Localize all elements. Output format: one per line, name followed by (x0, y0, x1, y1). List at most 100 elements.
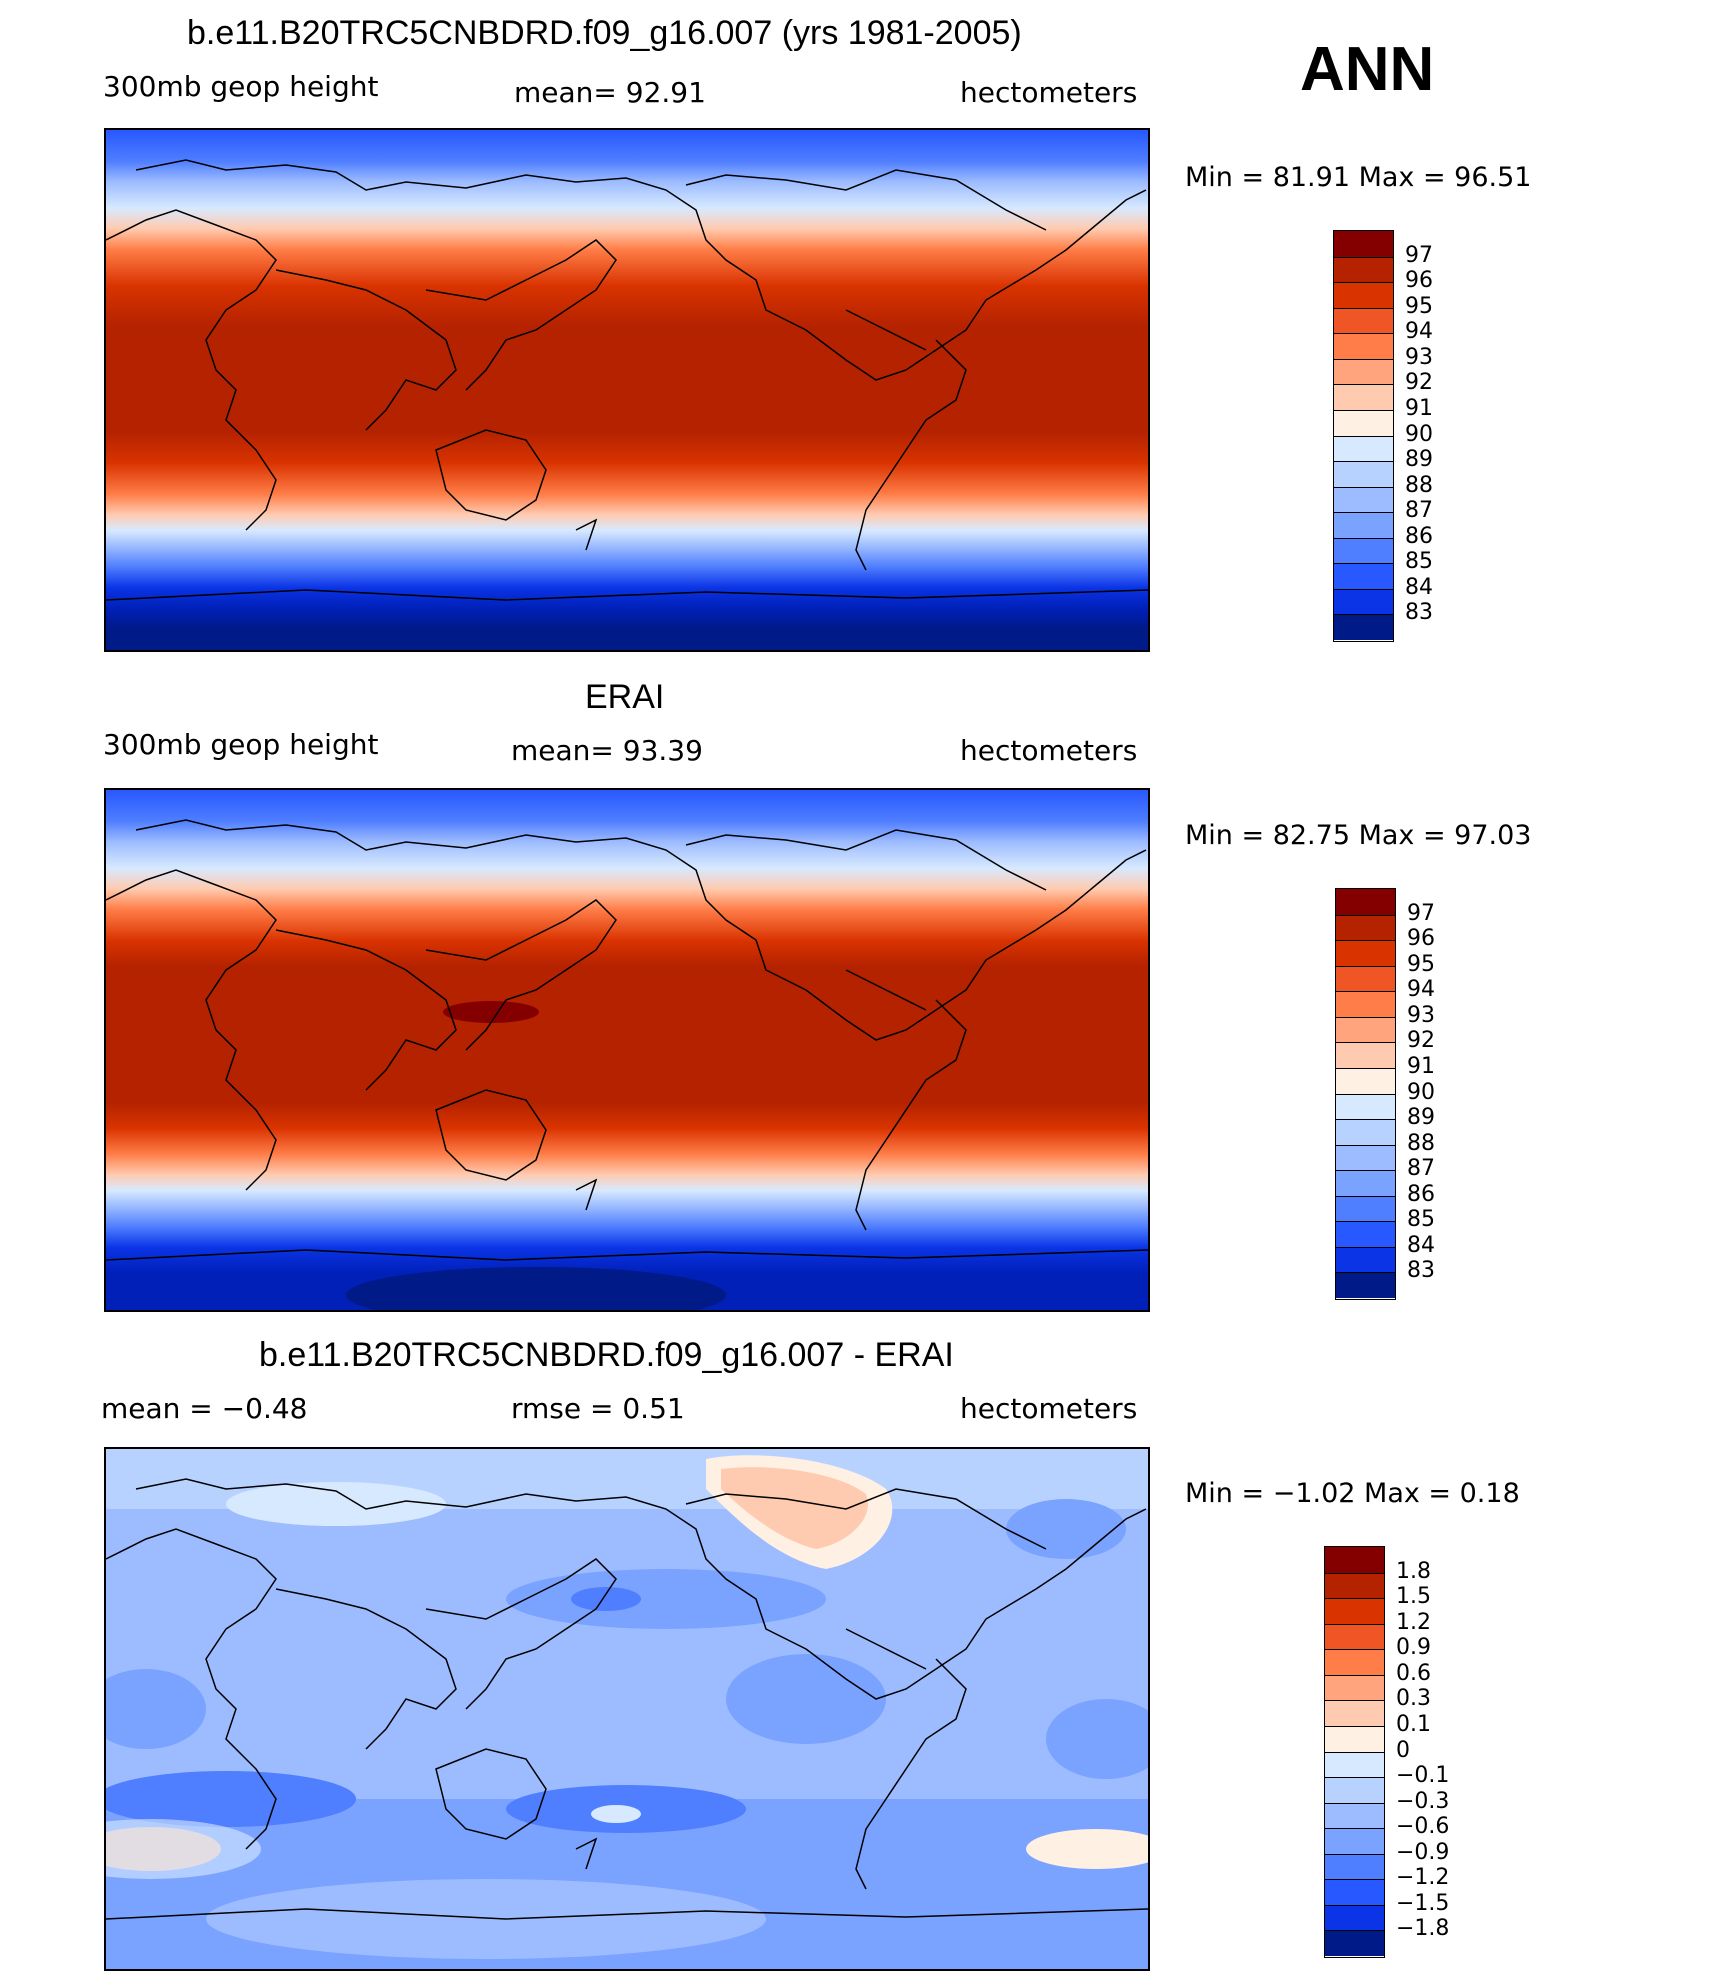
colorbar-box (1336, 991, 1395, 1017)
colorbar-box (1334, 256, 1393, 283)
colorbar-label: 86 (1405, 523, 1433, 549)
colorbar-label: 0.9 (1396, 1635, 1431, 1661)
colorbar-label: 89 (1407, 1105, 1435, 1131)
colorbar-label: 0.3 (1396, 1686, 1431, 1712)
colorbar-box (1334, 537, 1393, 564)
colorbar-box (1325, 1904, 1384, 1931)
colorbar-label: −0.3 (1396, 1788, 1450, 1814)
panel1-colorbar (1333, 230, 1394, 642)
colorbar-label: 96 (1407, 926, 1435, 952)
colorbar-box (1334, 307, 1393, 334)
season-label: ANN (1300, 35, 1435, 104)
colorbar-box (1334, 486, 1393, 513)
panel3-minmax: Min = −1.02 Max = 0.18 (1185, 1478, 1520, 1509)
colorbar-label: −1.5 (1396, 1890, 1450, 1916)
colorbar-label: 92 (1407, 1028, 1435, 1054)
colorbar-label: −0.6 (1396, 1814, 1450, 1840)
colorbar-box (1325, 1674, 1384, 1701)
colorbar-label: 90 (1405, 421, 1433, 447)
colorbar-box (1336, 1119, 1395, 1145)
colorbar-label: 85 (1407, 1207, 1435, 1233)
colorbar-box (1336, 1246, 1395, 1273)
colorbar-box (1325, 1879, 1384, 1905)
panel2-colorbar (1335, 888, 1396, 1300)
panel3-title: b.e11.B20TRC5CNBDRD.f09_g16.007 - ERAI (259, 1336, 954, 1374)
colorbar-box (1325, 1751, 1384, 1778)
colorbar-box (1325, 1623, 1384, 1650)
colorbar-box (1334, 282, 1393, 308)
colorbar-label: 92 (1405, 370, 1433, 396)
colorbar-box (1325, 1777, 1384, 1803)
panel1-minmax: Min = 81.91 Max = 96.51 (1185, 162, 1532, 193)
colorbar-label: 1.2 (1396, 1609, 1431, 1635)
colorbar-label: −1.2 (1396, 1865, 1450, 1891)
colorbar-box (1334, 461, 1393, 487)
colorbar-label: 87 (1407, 1156, 1435, 1182)
colorbar-label: 88 (1405, 472, 1433, 498)
colorbar-box (1334, 512, 1393, 538)
panel2-map (104, 788, 1150, 1312)
colorbar-box (1336, 1195, 1395, 1222)
panel3-map (104, 1447, 1150, 1971)
colorbar-label: 96 (1405, 268, 1433, 294)
panel1-mean-label: mean= 92.91 (514, 76, 706, 109)
colorbar-label: 91 (1405, 395, 1433, 421)
colorbar-label: 0.1 (1396, 1711, 1431, 1737)
panel2-title: ERAI (585, 678, 665, 716)
panel3-colorbar (1324, 1546, 1385, 1958)
colorbar-label: 84 (1405, 574, 1433, 600)
colorbar-box (1325, 1802, 1384, 1829)
colorbar-box (1334, 333, 1393, 359)
colorbar-label: 1.5 (1396, 1584, 1431, 1610)
colorbar-box (1336, 914, 1395, 941)
colorbar-label: −0.1 (1396, 1763, 1450, 1789)
colorbar-box (1336, 1016, 1395, 1043)
colorbar-label: 93 (1407, 1002, 1435, 1028)
colorbar-label: 94 (1407, 977, 1435, 1003)
colorbar-box (1334, 409, 1393, 436)
colorbar-box (1325, 1725, 1384, 1752)
colorbar-box (1336, 889, 1395, 915)
panel1-title: b.e11.B20TRC5CNBDRD.f09_g16.007 (yrs 198… (187, 14, 1022, 52)
colorbar-label: 0.6 (1396, 1660, 1431, 1686)
colorbar-box (1334, 358, 1393, 385)
colorbar-box (1334, 563, 1393, 589)
colorbar-label: −0.9 (1396, 1839, 1450, 1865)
colorbar-label: 94 (1405, 319, 1433, 345)
colorbar-label: 90 (1407, 1079, 1435, 1105)
colorbar-box (1334, 384, 1393, 410)
colorbar-box (1336, 1170, 1395, 1196)
panel1-map (104, 128, 1150, 652)
colorbar-label: 1.8 (1396, 1558, 1431, 1584)
colorbar-label: 0 (1396, 1737, 1410, 1763)
panel3-rmse-label: rmse = 0.51 (511, 1392, 685, 1425)
colorbar-box (1325, 1930, 1384, 1956)
panel1-units-label: hectometers (960, 76, 1138, 109)
colorbar-box (1336, 1272, 1395, 1298)
colorbar-box (1325, 1649, 1384, 1675)
colorbar-label: 93 (1405, 344, 1433, 370)
panel3-mean-label: mean = −0.48 (101, 1392, 308, 1425)
colorbar-label: 91 (1407, 1053, 1435, 1079)
colorbar-label: 87 (1405, 498, 1433, 524)
panel1-variable-label: 300mb geop height (103, 70, 379, 103)
colorbar-label: 97 (1405, 242, 1433, 268)
colorbar-box (1334, 614, 1393, 640)
colorbar-box (1325, 1547, 1384, 1573)
panel2-minmax: Min = 82.75 Max = 97.03 (1185, 820, 1532, 851)
colorbar-box (1325, 1700, 1384, 1726)
colorbar-label: 88 (1407, 1130, 1435, 1156)
colorbar-label: 84 (1407, 1232, 1435, 1258)
colorbar-label: −1.8 (1396, 1916, 1450, 1942)
colorbar-box (1336, 1067, 1395, 1094)
colorbar-box (1334, 231, 1393, 257)
colorbar-box (1336, 965, 1395, 992)
colorbar-label: 86 (1407, 1181, 1435, 1207)
colorbar-box (1336, 1144, 1395, 1171)
panel3-units-label: hectometers (960, 1392, 1138, 1425)
colorbar-label: 83 (1405, 600, 1433, 626)
panel2-mean-label: mean= 93.39 (511, 734, 703, 767)
colorbar-label: 95 (1405, 293, 1433, 319)
colorbar-box (1325, 1853, 1384, 1880)
panel2-units-label: hectometers (960, 734, 1138, 767)
